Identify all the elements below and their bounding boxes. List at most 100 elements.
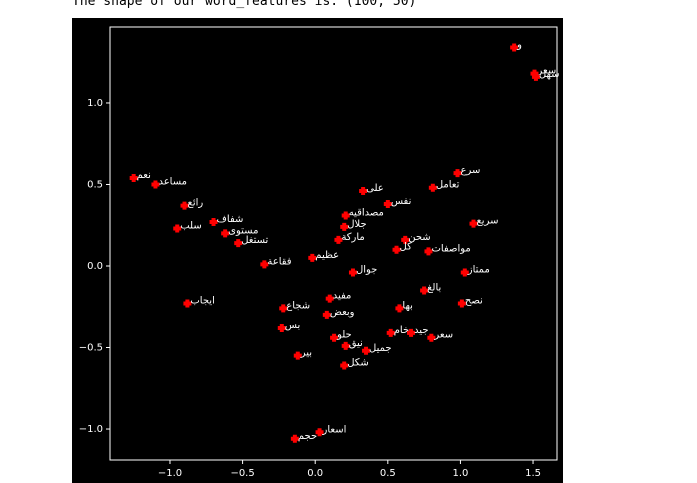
point xyxy=(341,341,350,350)
output-text: The shape of our word_features is: (100,… xyxy=(72,0,417,9)
point xyxy=(183,299,192,308)
point xyxy=(362,346,371,355)
point xyxy=(348,268,357,277)
point xyxy=(221,229,230,238)
figure-background xyxy=(72,18,563,483)
point-label: مواصفات xyxy=(431,243,470,254)
point xyxy=(322,310,331,319)
point-label: و xyxy=(516,40,522,51)
point-label: رائع xyxy=(188,198,204,209)
y-tick-label: 0.5 xyxy=(87,179,103,190)
point xyxy=(279,304,288,313)
point xyxy=(395,304,404,313)
point xyxy=(129,173,138,182)
point xyxy=(341,211,350,220)
point-label: على xyxy=(366,183,384,194)
point-label: مفيد xyxy=(333,291,352,302)
point xyxy=(234,239,243,248)
point-label: سريع xyxy=(476,216,498,227)
point xyxy=(325,294,334,303)
point xyxy=(401,235,410,244)
y-tick-label: −1.0 xyxy=(79,424,103,435)
point xyxy=(407,328,416,337)
point xyxy=(151,180,160,189)
point xyxy=(457,299,466,308)
point-label: شفاف xyxy=(217,214,244,225)
point xyxy=(340,361,349,370)
axes-frame xyxy=(109,26,558,461)
point-label: بالغ xyxy=(427,282,441,293)
point-label: شجاع xyxy=(286,300,310,311)
x-tick-label: 0.0 xyxy=(307,468,323,479)
point-label: سعر xyxy=(433,330,453,341)
point-label: كل xyxy=(400,242,413,253)
point xyxy=(428,183,437,192)
point-label: فقاعة xyxy=(267,256,291,267)
point xyxy=(469,219,478,228)
point xyxy=(209,217,218,226)
y-tick-label: 0.0 xyxy=(87,261,103,272)
point xyxy=(330,333,339,342)
point xyxy=(424,247,433,256)
point-label: مصداقيه xyxy=(349,207,384,218)
point xyxy=(460,268,469,277)
point-label: تعامل xyxy=(436,180,460,191)
y-tick-label: −0.5 xyxy=(79,343,103,354)
point xyxy=(386,328,395,337)
point-label: سلب xyxy=(180,221,202,232)
point-label: بير xyxy=(300,348,312,359)
point-label: نفس xyxy=(391,196,412,207)
y-tick-label: 1.0 xyxy=(87,98,103,109)
point-label: نعم xyxy=(137,170,151,181)
point-label: وبعض xyxy=(330,307,355,318)
point xyxy=(293,351,302,360)
point-label: نيق xyxy=(349,338,363,349)
point-label: مستوى xyxy=(228,225,258,236)
point-label: تستغل xyxy=(241,235,268,246)
x-tick-label: −0.5 xyxy=(230,468,254,479)
point-label: ممتاز xyxy=(467,265,490,276)
point-label: نصح xyxy=(465,295,483,306)
point-label: جيد xyxy=(414,325,428,336)
point-label: شكل xyxy=(347,357,368,368)
x-tick-label: 1.5 xyxy=(525,468,541,479)
point xyxy=(453,169,462,178)
point-label: مساعد xyxy=(158,176,187,187)
point xyxy=(427,333,436,342)
point xyxy=(334,235,343,244)
point xyxy=(383,200,392,209)
point-label: بها xyxy=(402,300,412,311)
x-tick-label: −1.0 xyxy=(158,468,182,479)
point-label: ايجاب xyxy=(190,295,214,306)
point xyxy=(277,323,286,332)
point xyxy=(308,253,317,262)
point xyxy=(359,187,368,196)
point-label: سهل xyxy=(539,69,560,80)
point-label: سرع xyxy=(461,165,481,176)
point-label: حجم xyxy=(298,431,317,442)
point xyxy=(180,201,189,210)
point-label: حلو xyxy=(336,330,352,341)
point-label: بس xyxy=(285,320,301,331)
point-label: ماركة xyxy=(341,232,364,243)
x-tick-label: 0.5 xyxy=(380,468,396,479)
point xyxy=(315,428,324,437)
point xyxy=(260,260,269,269)
point-label: اسعار xyxy=(322,424,347,435)
point-label: جلال xyxy=(347,219,366,230)
x-tick-label: 1.0 xyxy=(452,468,468,479)
point xyxy=(510,43,519,52)
point xyxy=(420,286,429,295)
point-label: شحن xyxy=(408,232,430,243)
point xyxy=(290,434,299,443)
point xyxy=(340,222,349,231)
point-label: جوال xyxy=(356,265,377,276)
point xyxy=(173,224,182,233)
point-label: خام xyxy=(394,325,409,336)
point xyxy=(392,245,401,254)
point-label: سعر xyxy=(536,66,556,77)
point xyxy=(531,72,540,81)
point-label: جميل xyxy=(369,343,392,354)
